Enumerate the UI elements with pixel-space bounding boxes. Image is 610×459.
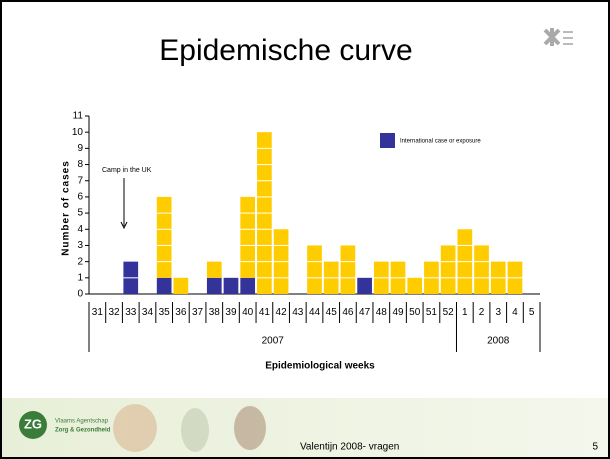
x-tick-label: 35 [159, 307, 171, 318]
annotation: Camp in the UK [102, 167, 152, 174]
x-tick-label: 31 [92, 307, 104, 318]
bar-segment [307, 245, 322, 294]
bar-segment [207, 262, 222, 278]
slide-title: Epidemische curve [159, 34, 412, 67]
slide-border [1, 1, 609, 458]
x-tick-label: 45 [326, 307, 338, 318]
x-tick-label: 2 [479, 307, 485, 318]
x-tick-label: 49 [392, 307, 404, 318]
legend-swatch [380, 133, 395, 148]
x-axis-title: Epidemiological weeks [265, 361, 375, 372]
bar-segment [157, 278, 172, 294]
x-tick-label: 51 [426, 307, 438, 318]
x-tick-label: 43 [292, 307, 304, 318]
x-tick-label: 50 [409, 307, 421, 318]
logo-text: Zorg & Gezondheid [55, 428, 111, 434]
footer-photos [113, 404, 266, 452]
bar-segment [240, 278, 255, 294]
x-tick-label: 46 [342, 307, 354, 318]
x-tick-label: 44 [309, 307, 321, 318]
logo-mark: ZG [24, 416, 42, 431]
y-tick-label: 3 [77, 240, 83, 251]
bar-segment [157, 197, 172, 278]
bar-segment [474, 245, 489, 294]
y-tick-label: 5 [77, 208, 83, 219]
bar-segment [341, 245, 356, 294]
x-tick-label: 38 [209, 307, 221, 318]
bar-segment [240, 197, 255, 278]
bar-segment [407, 278, 422, 294]
x-tick-label: 3 [495, 307, 501, 318]
y-tick-label: 10 [72, 127, 84, 138]
y-tick-label: 0 [77, 289, 83, 300]
x-tick-label: 48 [376, 307, 388, 318]
y-tick-label: 11 [73, 111, 84, 122]
x-tick-label: 39 [225, 307, 237, 318]
x-tick-label: 4 [512, 307, 518, 318]
slide: Epidemische curve ZG Vlaams Agentschap Z… [0, 0, 610, 459]
bar-segment [357, 278, 372, 294]
x-tick-label: 36 [175, 307, 187, 318]
x-tick-label: 34 [142, 307, 154, 318]
y-tick-label: 4 [77, 224, 83, 235]
x-tick-label: 32 [108, 307, 120, 318]
logo-text: Vlaams Agentschap [55, 419, 109, 425]
y-tick-label: 7 [77, 175, 83, 186]
bar-segment [174, 278, 189, 294]
x-tick-label: 41 [259, 307, 271, 318]
bar-segment [441, 245, 456, 294]
x-tick-label: 47 [359, 307, 371, 318]
y-tick-label: 9 [77, 143, 83, 154]
x-tick-label: 5 [529, 307, 535, 318]
x-tick-label: 33 [125, 307, 137, 318]
legend-label: International case or exposure [400, 139, 481, 145]
footer-text: Valentijn 2008- vragen [300, 442, 399, 453]
x-tick-label: 1 [462, 307, 468, 318]
x-tick-label: 52 [443, 307, 455, 318]
bar-segment [224, 278, 239, 294]
page-number: 5 [592, 442, 598, 453]
page: {"slide": {"title": "Epidemische curve",… [0, 0, 610, 459]
y-tick-label: 1 [77, 272, 83, 283]
y-tick-label: 8 [77, 159, 83, 170]
x-group-label: 2007 [262, 336, 285, 347]
x-tick-label: 40 [242, 307, 254, 318]
x-tick-label: 42 [276, 307, 288, 318]
x-tick-label: 37 [192, 307, 204, 318]
x-group-label: 2008 [487, 336, 510, 347]
y-tick-label: 6 [77, 192, 83, 203]
y-tick-label: 2 [77, 256, 83, 267]
y-axis-title: Number of cases [61, 160, 72, 256]
bar-segment [207, 278, 222, 294]
